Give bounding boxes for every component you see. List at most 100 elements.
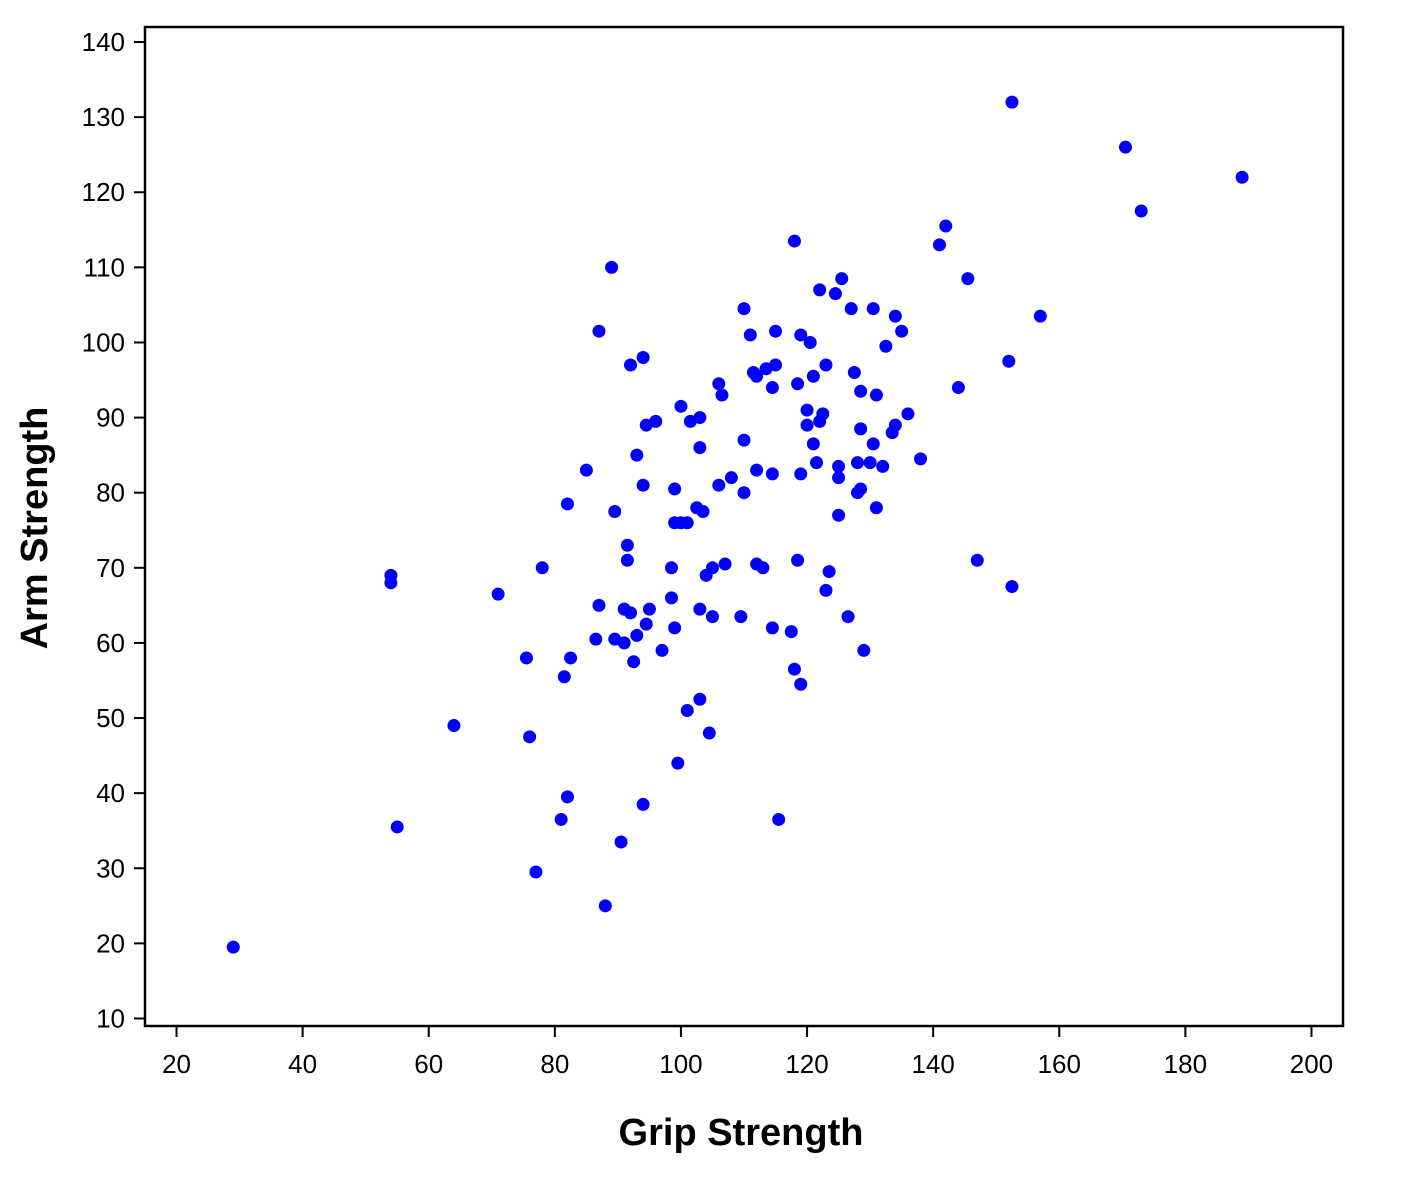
y-tick-label: 20 <box>96 928 125 958</box>
y-tick-label: 80 <box>96 478 125 508</box>
data-point <box>1033 309 1047 323</box>
data-point <box>876 459 890 473</box>
data-point <box>951 381 965 395</box>
data-point <box>737 433 751 447</box>
data-point <box>743 328 757 342</box>
y-tick-label: 100 <box>82 327 125 357</box>
data-point <box>554 812 568 826</box>
y-tick-label: 110 <box>84 252 125 282</box>
data-point <box>794 328 808 342</box>
data-point <box>589 632 603 646</box>
data-point <box>847 366 861 380</box>
data-point <box>624 606 638 620</box>
data-point <box>491 587 505 601</box>
data-point <box>592 598 606 612</box>
data-point <box>901 407 915 421</box>
data-point <box>1002 354 1016 368</box>
data-point <box>810 456 824 470</box>
x-tick-label: 40 <box>288 1049 317 1079</box>
data-point <box>226 940 240 954</box>
data-point <box>680 704 694 718</box>
data-point <box>806 369 820 383</box>
data-point <box>765 621 779 635</box>
data-point <box>832 471 846 485</box>
data-point <box>655 643 669 657</box>
data-point <box>850 456 864 470</box>
data-point <box>642 602 656 616</box>
data-point <box>579 463 593 477</box>
x-tick-label: 100 <box>659 1049 702 1079</box>
data-point <box>564 651 578 665</box>
data-point <box>724 471 738 485</box>
data-point <box>866 302 880 316</box>
data-point <box>737 486 751 500</box>
data-point <box>813 283 827 297</box>
data-point <box>636 797 650 811</box>
data-point <box>1005 580 1019 594</box>
data-point <box>693 411 707 425</box>
data-point <box>769 358 783 372</box>
data-point <box>784 625 798 639</box>
data-point <box>693 441 707 455</box>
data-point <box>715 388 729 402</box>
y-tick-label: 30 <box>96 853 125 883</box>
data-point <box>680 516 694 530</box>
data-point <box>854 384 868 398</box>
data-point <box>787 234 801 248</box>
data-point <box>835 272 849 286</box>
data-point <box>970 553 984 567</box>
data-point <box>712 478 726 492</box>
data-points <box>226 95 1249 954</box>
x-tick-label: 160 <box>1038 1049 1081 1079</box>
data-point <box>384 576 398 590</box>
data-point <box>620 538 634 552</box>
data-point <box>1134 204 1148 218</box>
data-point <box>932 238 946 252</box>
data-point <box>636 478 650 492</box>
data-point <box>1005 95 1019 109</box>
data-point <box>557 670 571 684</box>
data-point <box>705 561 719 575</box>
data-point <box>857 643 871 657</box>
data-point <box>794 467 808 481</box>
data-point <box>879 339 893 353</box>
y-tick-label: 60 <box>96 628 125 658</box>
data-point <box>627 655 641 669</box>
data-point <box>854 422 868 436</box>
x-tick-label: 20 <box>162 1049 191 1079</box>
data-point <box>693 602 707 616</box>
data-point <box>765 381 779 395</box>
data-point <box>822 565 836 579</box>
data-point <box>693 692 707 706</box>
data-point <box>624 358 638 372</box>
data-point <box>1118 140 1132 154</box>
data-point <box>668 621 682 635</box>
data-point <box>832 508 846 522</box>
y-tick-label: 90 <box>96 403 125 433</box>
data-point <box>819 358 833 372</box>
data-point <box>630 628 644 642</box>
plot-area <box>143 25 1345 1028</box>
data-point <box>696 504 710 518</box>
data-point <box>614 835 628 849</box>
data-point <box>866 437 880 451</box>
data-point <box>800 403 814 417</box>
data-point <box>718 557 732 571</box>
data-point <box>769 324 783 338</box>
data-point <box>756 561 770 575</box>
x-tick-label: 180 <box>1164 1049 1207 1079</box>
y-axis: 10 20 30 40 50 60 70 80 90 100 110 120 130 140 <box>82 27 145 1033</box>
x-axis-title: Grip Strength <box>619 1112 864 1154</box>
data-point <box>737 302 751 316</box>
data-point <box>895 324 909 338</box>
data-point <box>854 482 868 496</box>
data-point <box>560 497 574 511</box>
y-axis-title: Arm Strength <box>14 407 56 650</box>
data-point <box>605 260 619 274</box>
data-point <box>816 407 830 421</box>
y-tick-label: 130 <box>82 102 125 132</box>
data-point <box>535 561 549 575</box>
data-point <box>608 504 622 518</box>
data-point <box>598 899 612 913</box>
